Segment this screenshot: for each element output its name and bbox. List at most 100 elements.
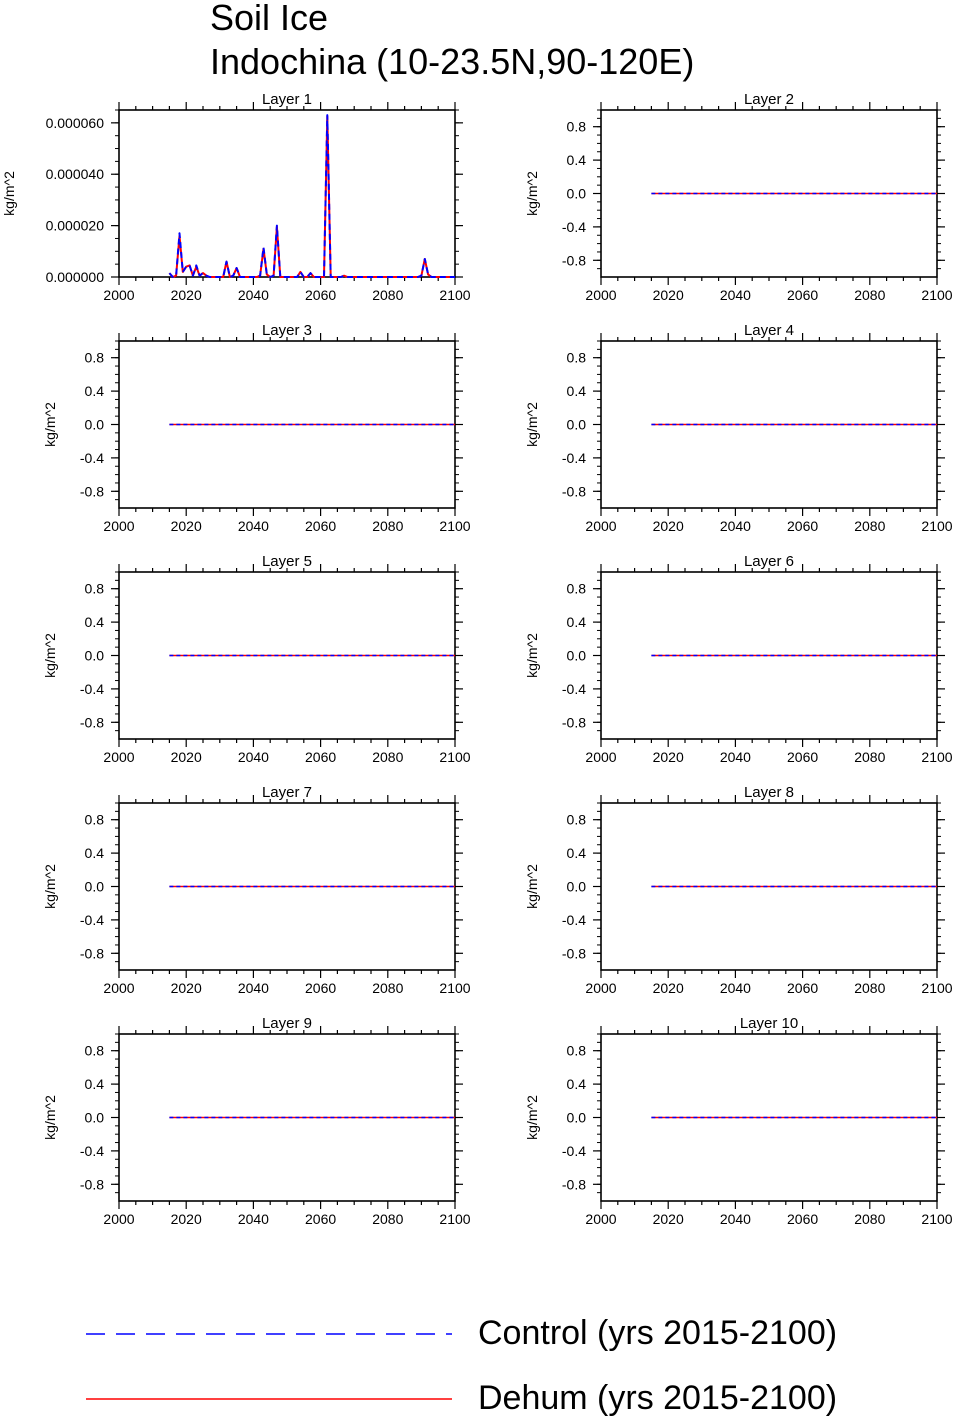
x-tick-label: 2060 — [305, 980, 336, 996]
series-line-dehum — [168, 115, 455, 278]
x-tick-label: 2040 — [720, 287, 751, 303]
y-tick-label: 0.4 — [567, 845, 587, 861]
x-tick-label: 2040 — [238, 287, 269, 303]
x-tick-label: 2040 — [720, 1211, 751, 1227]
y-tick-label: 0.4 — [85, 845, 105, 861]
x-tick-label: 2000 — [585, 980, 616, 996]
x-tick-label: 2060 — [305, 518, 336, 534]
y-tick-label: -0.4 — [562, 912, 586, 928]
y-tick-label: 0.8 — [567, 812, 587, 828]
panel-title: Layer 8 — [744, 784, 794, 801]
y-tick-label: -0.8 — [80, 1176, 104, 1192]
y-tick-label: 0.000040 — [46, 166, 105, 182]
x-tick-label: 2040 — [720, 980, 751, 996]
y-axis-label: kg/m^2 — [42, 402, 58, 447]
y-axis-label: kg/m^2 — [524, 171, 540, 216]
x-tick-label: 2080 — [854, 287, 885, 303]
y-tick-label: -0.4 — [562, 450, 586, 466]
chart-grid: Layer 1 kg/m^2 2000 2020 2040 2060 2080 2100 0.0… — [1, 91, 953, 1227]
panel-title: Layer 4 — [744, 322, 794, 339]
x-tick-label: 2060 — [787, 980, 818, 996]
legend-dehum-label: Dehum (yrs 2015-2100) — [478, 1379, 838, 1417]
y-tick-label: -0.4 — [80, 912, 104, 928]
x-tick-label: 2100 — [921, 749, 952, 765]
chart-panel-3: Layer 3 kg/m^2 2000 2020 2040 2060 2080 2100 0.8… — [42, 322, 471, 534]
x-tick-label: 2000 — [103, 749, 134, 765]
x-tick-label: 2020 — [171, 749, 202, 765]
y-tick-label: 0.4 — [85, 383, 105, 399]
figure-title: Soil Ice — [210, 0, 329, 38]
x-tick-label: 2000 — [585, 287, 616, 303]
y-tick-label: -0.4 — [562, 681, 586, 697]
y-tick-label: 0.8 — [567, 1043, 587, 1059]
y-axis-label: kg/m^2 — [524, 1095, 540, 1140]
panel-title: Layer 3 — [262, 322, 312, 339]
chart-panel-4: Layer 4 kg/m^2 2000 2020 2040 2060 2080 2100 0.8… — [524, 322, 953, 534]
x-tick-label: 2020 — [653, 518, 684, 534]
x-tick-label: 2040 — [238, 749, 269, 765]
series-line-control — [168, 114, 455, 278]
panel-title: Layer 5 — [262, 553, 312, 570]
x-tick-label: 2060 — [787, 287, 818, 303]
panel-title: Layer 9 — [262, 1015, 312, 1032]
panel-title: Layer 7 — [262, 784, 312, 801]
y-tick-label: -0.4 — [80, 450, 104, 466]
x-tick-label: 2100 — [439, 287, 470, 303]
y-tick-label: 0.4 — [85, 1076, 105, 1092]
chart-panel-8: Layer 8 kg/m^2 2000 2020 2040 2060 2080 2100 0.8… — [524, 784, 953, 996]
y-axis-label: kg/m^2 — [42, 633, 58, 678]
x-tick-label: 2080 — [372, 1211, 403, 1227]
x-tick-label: 2060 — [787, 1211, 818, 1227]
y-tick-label: 0.0 — [85, 879, 105, 895]
x-tick-label: 2020 — [171, 518, 202, 534]
x-tick-label: 2000 — [103, 1211, 134, 1227]
y-tick-label: -0.4 — [80, 681, 104, 697]
y-tick-label: 0.8 — [85, 350, 105, 366]
x-tick-label: 2100 — [439, 980, 470, 996]
x-tick-label: 2040 — [720, 749, 751, 765]
plot-frame — [118, 109, 456, 278]
x-tick-label: 2060 — [305, 287, 336, 303]
y-tick-label: -0.8 — [562, 252, 586, 268]
chart-panel-7: Layer 7 kg/m^2 2000 2020 2040 2060 2080 2100 0.8… — [42, 784, 471, 996]
y-axis-label: kg/m^2 — [524, 864, 540, 909]
x-tick-label: 2000 — [585, 518, 616, 534]
x-tick-label: 2020 — [653, 287, 684, 303]
y-axis-label: kg/m^2 — [524, 633, 540, 678]
chart-panel-10: Layer 10 kg/m^2 2000 2020 2040 2060 2080 2100 0.… — [524, 1015, 953, 1227]
y-tick-label: 0.8 — [567, 119, 587, 135]
x-tick-label: 2020 — [171, 287, 202, 303]
x-tick-label: 2080 — [854, 518, 885, 534]
chart-panel-2: Layer 2 kg/m^2 2000 2020 2040 2060 2080 2100 0.8… — [524, 91, 953, 303]
x-tick-label: 2080 — [372, 287, 403, 303]
x-tick-label: 2040 — [238, 1211, 269, 1227]
chart-panel-5: Layer 5 kg/m^2 2000 2020 2040 2060 2080 2100 0.8… — [42, 553, 471, 765]
y-tick-label: 0.0 — [85, 648, 105, 664]
legend-control-label: Control (yrs 2015-2100) — [478, 1314, 838, 1352]
x-tick-label: 2000 — [585, 749, 616, 765]
y-tick-label: -0.8 — [562, 945, 586, 961]
chart-panel-6: Layer 6 kg/m^2 2000 2020 2040 2060 2080 2100 0.8… — [524, 553, 953, 765]
x-tick-label: 2100 — [439, 749, 470, 765]
y-tick-label: -0.8 — [562, 714, 586, 730]
y-tick-label: 0.0 — [567, 648, 587, 664]
figure-subtitle: Indochina (10-23.5N,90-120E) — [210, 41, 695, 82]
y-tick-label: 0.000000 — [46, 269, 105, 285]
y-tick-label: 0.8 — [85, 812, 105, 828]
x-tick-label: 2080 — [854, 980, 885, 996]
y-tick-label: 0.0 — [567, 879, 587, 895]
x-tick-label: 2020 — [171, 980, 202, 996]
x-tick-label: 2020 — [653, 980, 684, 996]
legend — [86, 1333, 452, 1400]
x-tick-label: 2060 — [787, 749, 818, 765]
x-tick-label: 2040 — [238, 518, 269, 534]
x-tick-label: 2100 — [439, 518, 470, 534]
x-tick-label: 2000 — [103, 980, 134, 996]
y-tick-label: 0.4 — [567, 383, 587, 399]
x-tick-label: 2080 — [372, 518, 403, 534]
y-tick-label: -0.8 — [562, 483, 586, 499]
x-tick-label: 2040 — [238, 980, 269, 996]
y-tick-label: 0.000020 — [46, 218, 105, 234]
y-axis-label: kg/m^2 — [42, 864, 58, 909]
y-tick-label: 0.0 — [85, 417, 105, 433]
